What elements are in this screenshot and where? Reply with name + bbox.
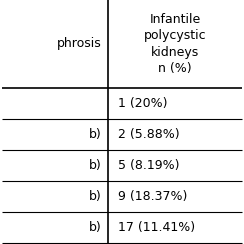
Text: 9 (18.37%): 9 (18.37%) <box>118 190 187 203</box>
Text: b): b) <box>89 190 102 203</box>
Text: b): b) <box>89 159 102 172</box>
Text: phrosis: phrosis <box>57 38 102 51</box>
Text: b): b) <box>89 128 102 141</box>
Text: 17 (11.41%): 17 (11.41%) <box>118 221 195 234</box>
Text: Infantile
polycystic
kidneys
n (%): Infantile polycystic kidneys n (%) <box>144 13 206 75</box>
Text: 2 (5.88%): 2 (5.88%) <box>118 128 180 141</box>
Text: b): b) <box>89 221 102 234</box>
Text: 1 (20%): 1 (20%) <box>118 97 167 110</box>
Text: 5 (8.19%): 5 (8.19%) <box>118 159 180 172</box>
